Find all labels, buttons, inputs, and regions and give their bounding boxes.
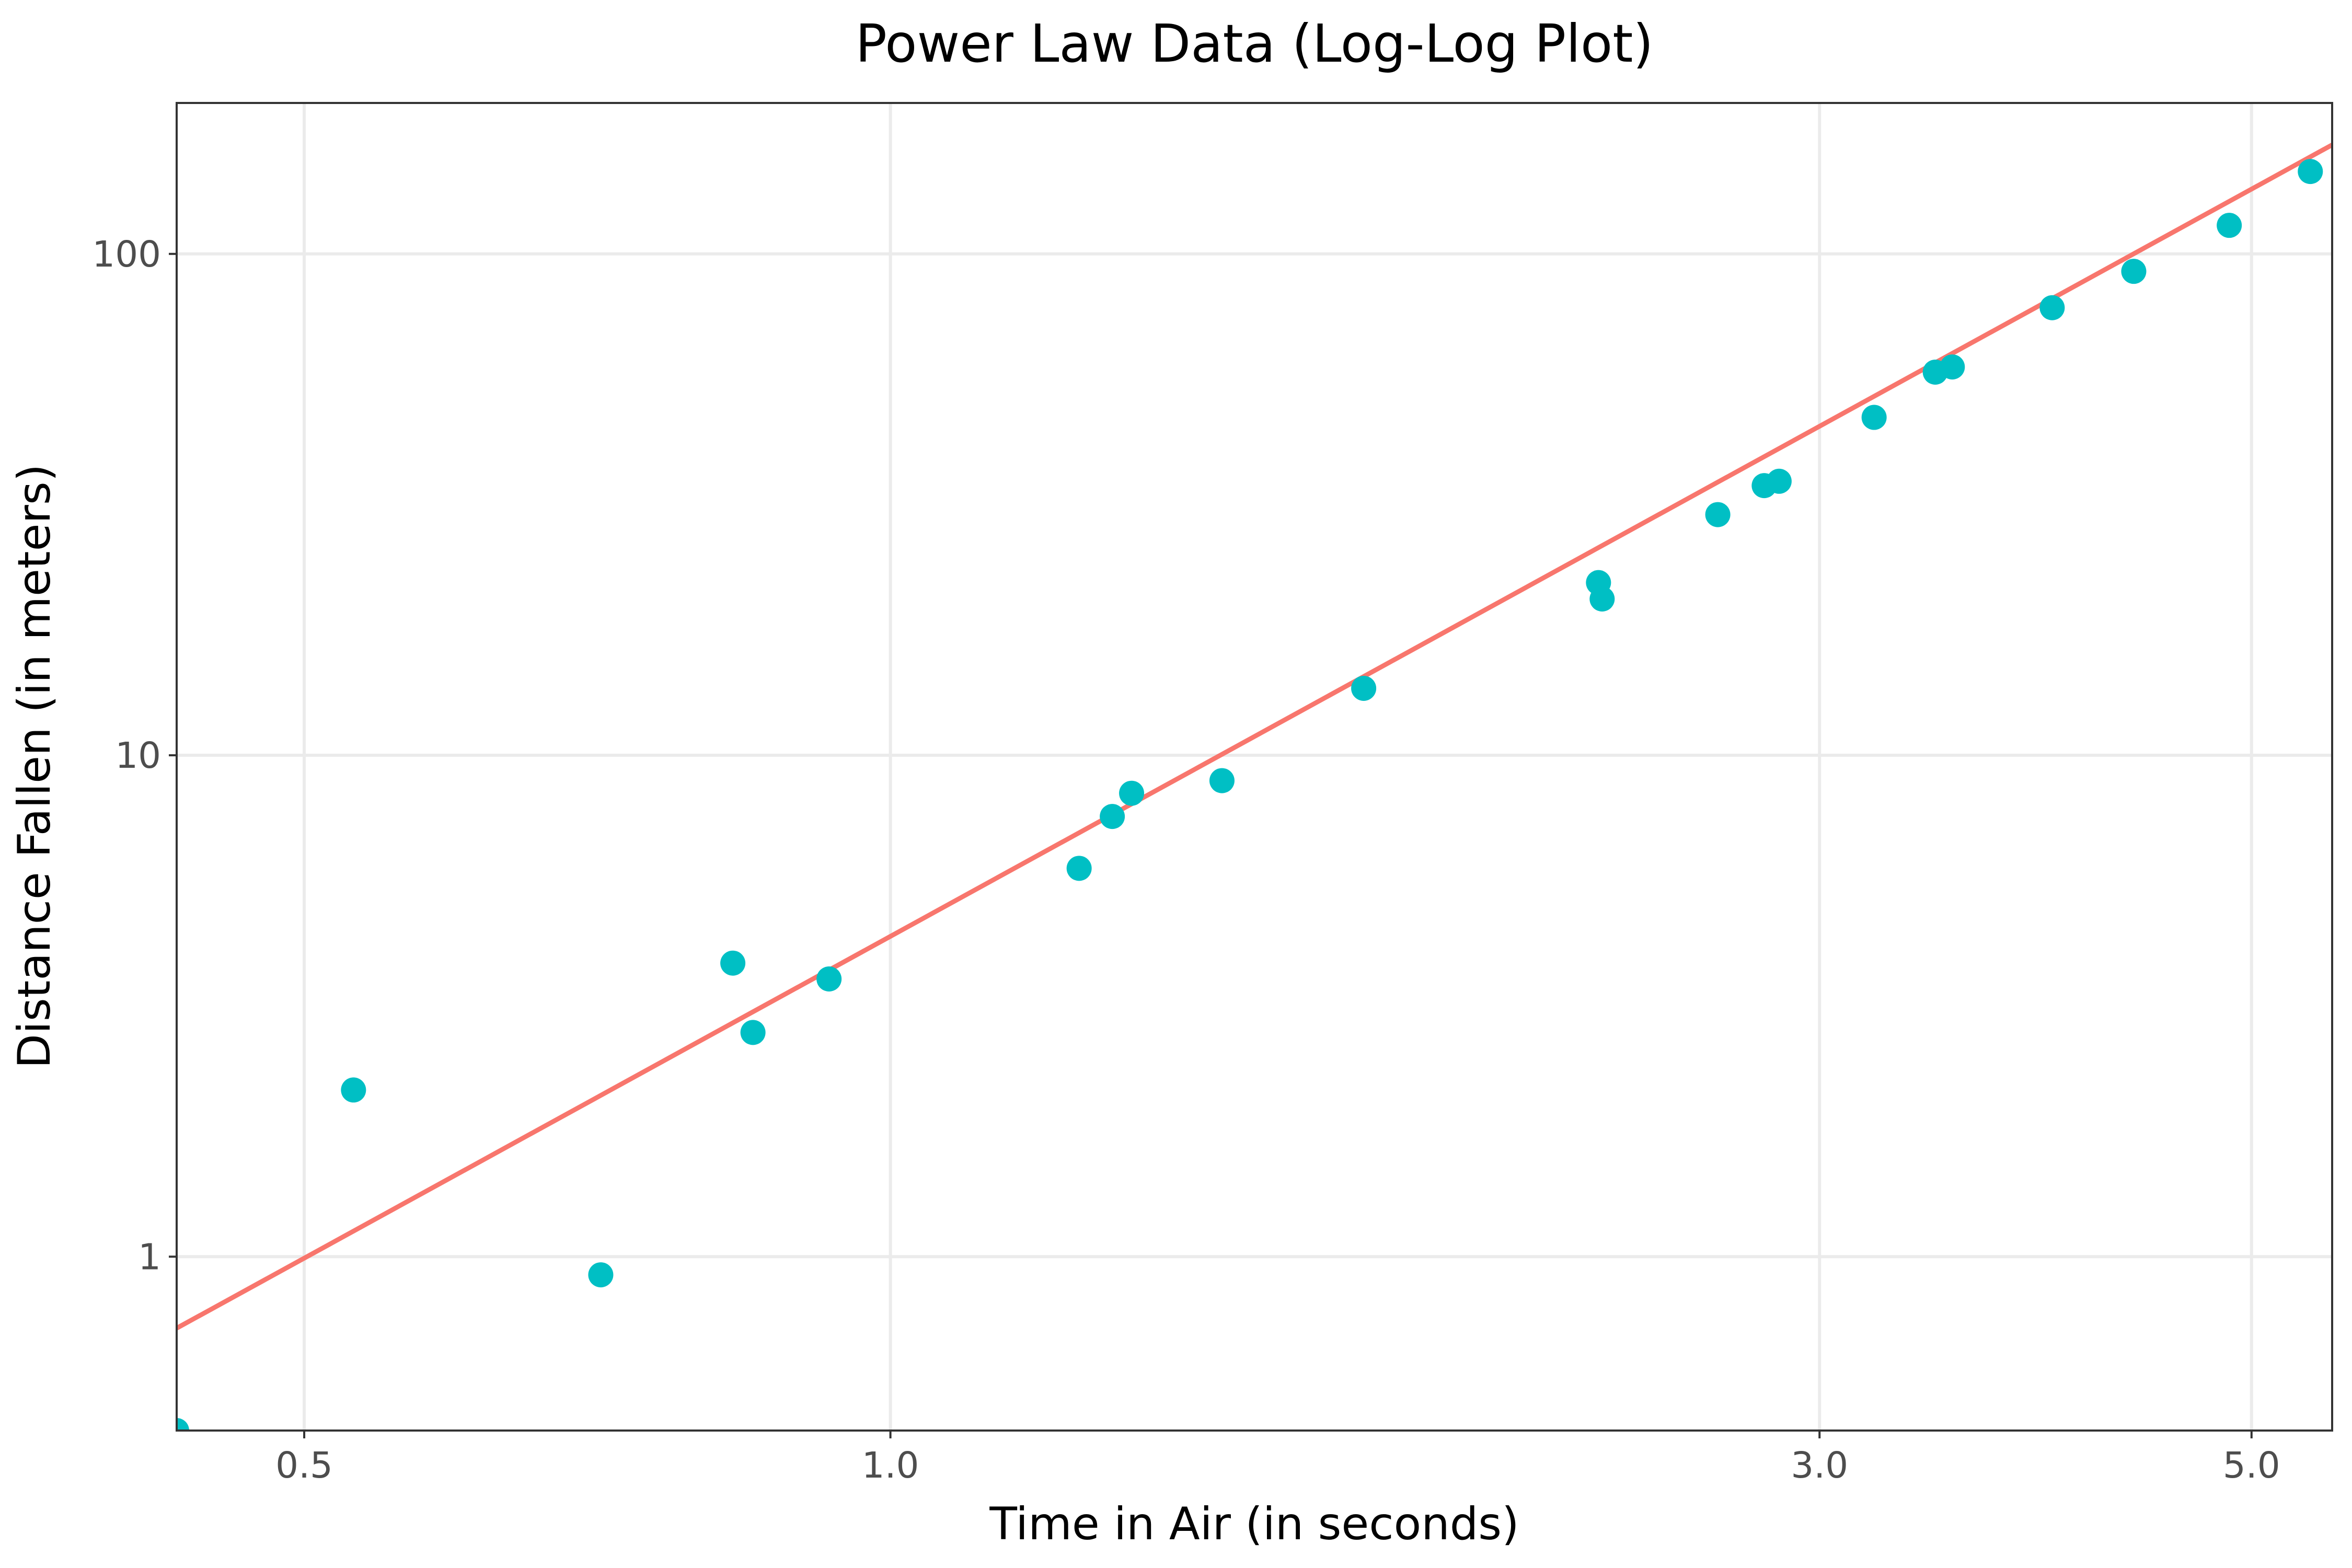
x-axis-title: Time in Air (in seconds) xyxy=(989,1498,1519,1550)
scatter-points xyxy=(177,159,2323,1431)
data-point xyxy=(2121,259,2147,284)
data-point xyxy=(1119,780,1145,806)
data-point xyxy=(1861,405,1887,430)
data-point xyxy=(1589,586,1615,612)
x-tick-label: 5.0 xyxy=(2223,1445,2280,1486)
y-tick-label: 100 xyxy=(92,234,161,275)
x-tick-label: 3.0 xyxy=(1791,1445,1848,1486)
plot-panel-border xyxy=(176,102,2333,1432)
gridlines xyxy=(177,103,2332,1431)
data-point xyxy=(1100,804,1125,829)
data-point xyxy=(1351,675,1377,701)
data-point xyxy=(2298,159,2323,185)
x-tick-label: 0.5 xyxy=(275,1445,333,1486)
data-point xyxy=(1705,502,1731,527)
x-tick-label: 1.0 xyxy=(862,1445,919,1486)
data-point xyxy=(1066,856,1092,881)
axes: 0.5 1.0 3.0 5.0 1 10 100 xyxy=(92,234,2280,1486)
data-point xyxy=(1766,468,1792,494)
chart-title: Power Law Data (Log-Log Plot) xyxy=(856,13,1654,74)
fit-line-layer xyxy=(177,143,2332,1331)
data-point xyxy=(177,1418,189,1431)
data-point xyxy=(740,1020,766,1045)
fit-line xyxy=(177,143,2332,1331)
data-point xyxy=(588,1262,614,1288)
data-point xyxy=(1209,768,1235,793)
y-axis-title: Distance Fallen (in meters) xyxy=(8,464,61,1069)
data-point xyxy=(2039,295,2065,320)
data-point xyxy=(2217,213,2242,238)
y-tick-label: 10 xyxy=(115,735,161,777)
data-point xyxy=(816,966,842,992)
y-tick-label: 1 xyxy=(138,1236,161,1278)
data-point xyxy=(341,1077,366,1103)
data-point xyxy=(1940,354,1965,380)
data-point xyxy=(720,950,746,976)
